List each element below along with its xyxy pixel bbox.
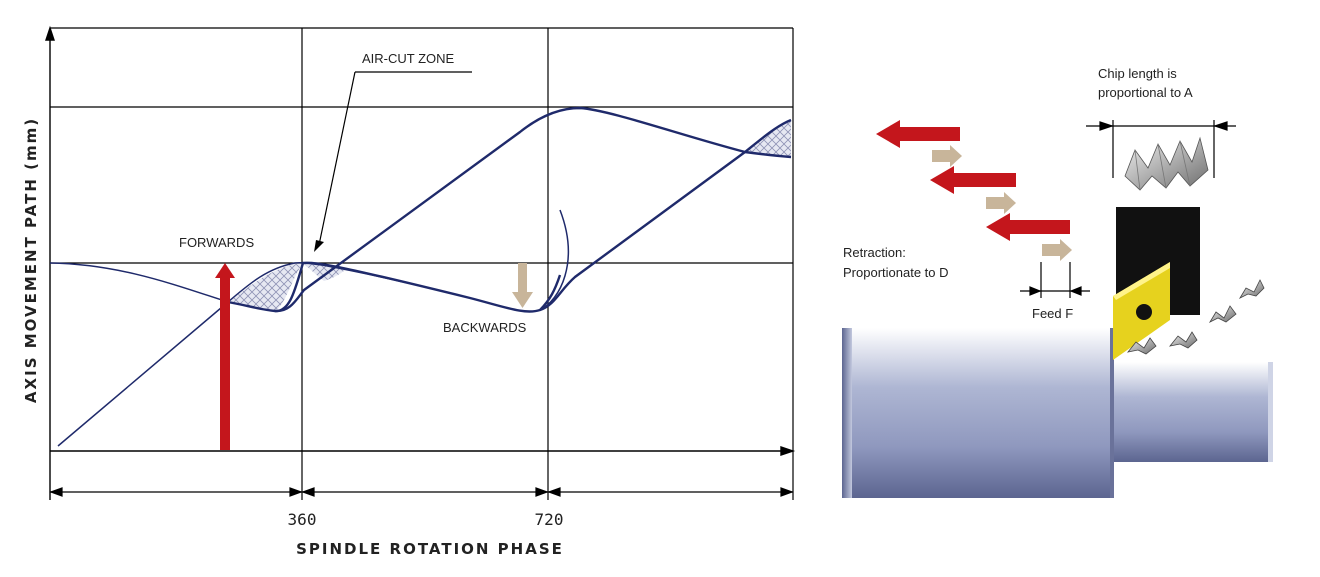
small-chips <box>1127 279 1265 355</box>
chip-2 <box>1169 331 1198 349</box>
feed-label: Feed F <box>1032 306 1073 321</box>
air-cut-zone-3 <box>745 120 791 157</box>
path-curve-2 <box>274 106 792 313</box>
dim-arrow-1b <box>289 487 303 497</box>
backwards-label: BACKWARDS <box>443 320 527 335</box>
long-chip <box>1124 136 1209 191</box>
workpiece-small-end <box>1268 362 1273 462</box>
x-axis-title: SPINDLE ROTATION PHASE <box>296 540 564 558</box>
chip-length-label-line2: proportional to A <box>1098 85 1193 100</box>
grid <box>50 27 794 451</box>
red-arrow-3 <box>986 213 1070 241</box>
workpiece-large-diameter <box>850 328 1114 498</box>
air-cut-pointer-head <box>314 240 324 252</box>
y-axis-title: AXIS MOVEMENT PATH (mm) <box>22 117 40 403</box>
tick-label-360: 360 <box>288 510 317 529</box>
air-cut-pointer <box>318 71 356 246</box>
forwards-arrow <box>215 263 235 450</box>
feed-dim-arrow-right <box>1069 286 1082 296</box>
tick-label-720: 720 <box>535 510 564 529</box>
workpiece-shoulder <box>1110 328 1114 498</box>
air-cut-zone-1 <box>228 263 303 311</box>
retraction-label-line1: Retraction: <box>843 245 906 260</box>
chip-1 <box>1127 337 1157 355</box>
y-axis-arrowhead <box>45 25 55 41</box>
workpiece <box>842 328 1273 498</box>
x-axis-arrowhead <box>780 446 796 456</box>
phase-dimensions <box>49 451 794 500</box>
chip-length-dimension <box>1086 120 1236 178</box>
dim-arrow-3a <box>547 487 561 497</box>
tan-arrow-2 <box>986 192 1016 214</box>
insert-screw <box>1136 304 1152 320</box>
red-arrow-1 <box>876 120 960 148</box>
workpiece-small-diameter <box>1112 362 1272 462</box>
red-arrow-2 <box>930 166 1016 194</box>
feed-dim-arrow-left <box>1029 286 1042 296</box>
workpiece-large-end <box>842 328 852 498</box>
turning-illustration: Chip length is proportional to A Retract… <box>842 66 1273 498</box>
feed-dimension <box>1020 262 1090 298</box>
phase-graph: FORWARDS BACKWARDS AIR-CUT ZONE 360 720 … <box>22 25 796 558</box>
dim-arrow-3b <box>780 487 794 497</box>
path-curves <box>49 106 792 447</box>
cutting-tool <box>1113 207 1200 360</box>
dim-arrow-2b <box>535 487 549 497</box>
path-curve-0 <box>49 262 229 303</box>
dim-arrow-1a <box>49 487 63 497</box>
chip-3 <box>1208 305 1237 323</box>
chip-dim-arrow-left <box>1099 121 1114 131</box>
retraction-label-line2: Proportionate to D <box>843 265 949 280</box>
chip-length-label-line1: Chip length is <box>1098 66 1177 81</box>
air-cut-zone-2 <box>303 263 345 281</box>
chip-dim-arrow-right <box>1213 121 1228 131</box>
motion-arrows <box>876 120 1072 261</box>
backwards-arrow <box>512 263 533 308</box>
forwards-label: FORWARDS <box>179 235 254 250</box>
insert-highlight <box>1113 262 1170 300</box>
dim-arrow-2a <box>301 487 315 497</box>
tan-arrow-1 <box>932 145 962 167</box>
tan-arrow-3 <box>1042 239 1072 261</box>
axes <box>45 25 796 500</box>
chip-4 <box>1238 279 1265 299</box>
path-curve-3 <box>539 118 792 312</box>
air-cut-zone-label: AIR-CUT ZONE <box>362 51 455 66</box>
